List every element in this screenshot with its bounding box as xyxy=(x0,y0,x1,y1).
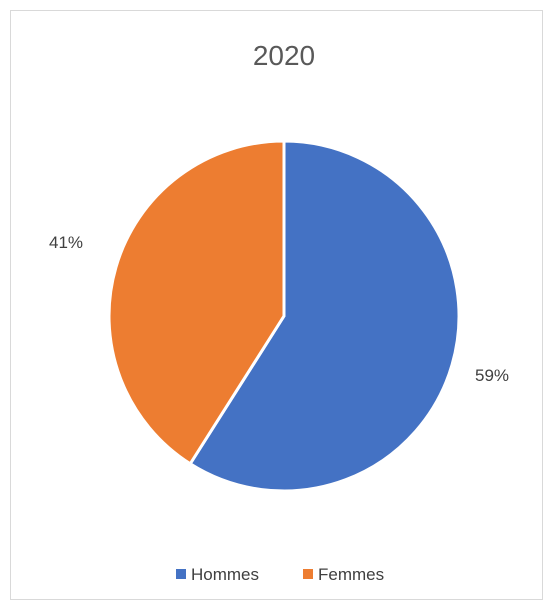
data-labels: 59% 41% xyxy=(49,233,509,385)
legend: Hommes Femmes xyxy=(176,565,384,584)
legend-label-hommes: Hommes xyxy=(191,565,259,584)
data-label-hommes: 59% xyxy=(475,366,509,385)
pie-slice-femmes xyxy=(107,139,286,466)
data-label-femmes: 41% xyxy=(49,233,83,252)
chart-title: 2020 xyxy=(253,40,315,71)
legend-label-femmes: Femmes xyxy=(318,565,384,584)
legend-swatch-hommes xyxy=(176,569,186,579)
pie-slice-hommes xyxy=(188,139,461,493)
legend-swatch-femmes xyxy=(303,569,313,579)
pie-slices xyxy=(107,139,461,493)
